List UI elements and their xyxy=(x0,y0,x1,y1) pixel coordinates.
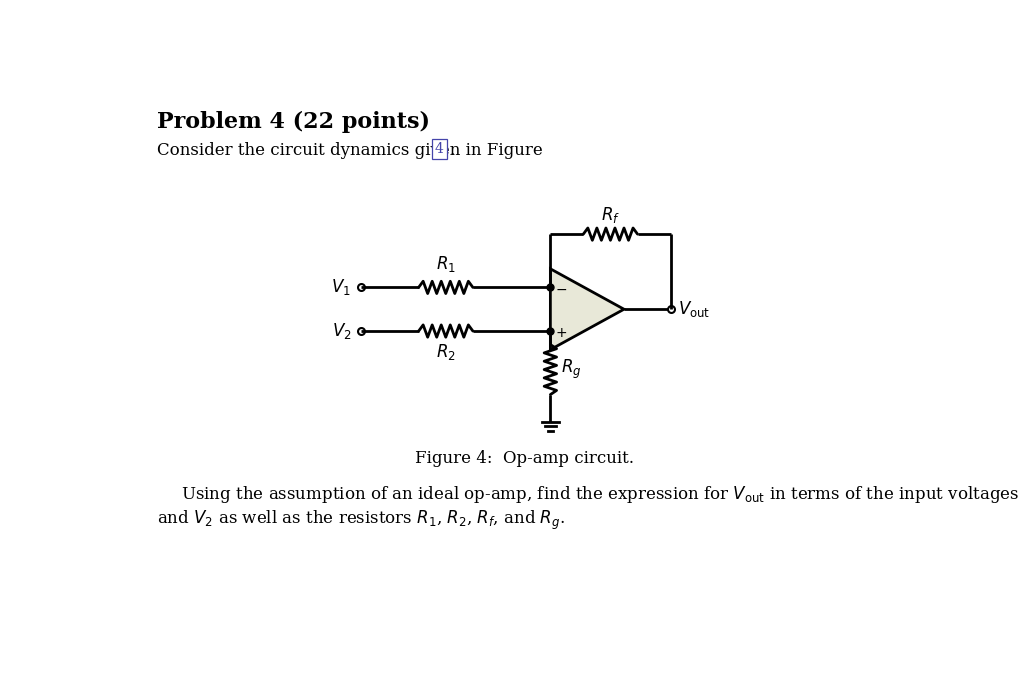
Text: $+$: $+$ xyxy=(555,326,567,339)
Text: $R_g$: $R_g$ xyxy=(561,358,582,381)
Polygon shape xyxy=(550,269,624,350)
Text: Figure 4:  Op-amp circuit.: Figure 4: Op-amp circuit. xyxy=(416,450,634,467)
Text: and $V_2$ as well as the resistors $R_1$, $R_2$, $R_f$, and $R_g$.: and $V_2$ as well as the resistors $R_1$… xyxy=(158,509,565,532)
Text: $V_{\rm out}$: $V_{\rm out}$ xyxy=(678,299,711,319)
Text: $-$: $-$ xyxy=(555,282,567,296)
Text: .: . xyxy=(450,142,455,159)
Text: $R_f$: $R_f$ xyxy=(601,205,620,225)
Text: Using the assumption of an ideal op-amp, find the expression for $V_{\rm out}$ i: Using the assumption of an ideal op-amp,… xyxy=(180,484,1024,505)
Text: Consider the circuit dynamics given in Figure: Consider the circuit dynamics given in F… xyxy=(158,142,549,159)
Text: $V_1$: $V_1$ xyxy=(332,278,351,298)
Text: Problem 4 (22 points): Problem 4 (22 points) xyxy=(158,111,430,133)
Text: $R_1$: $R_1$ xyxy=(436,254,456,274)
Text: $R_2$: $R_2$ xyxy=(436,342,456,362)
Text: 4: 4 xyxy=(435,142,443,156)
Text: $V_2$: $V_2$ xyxy=(332,321,351,341)
